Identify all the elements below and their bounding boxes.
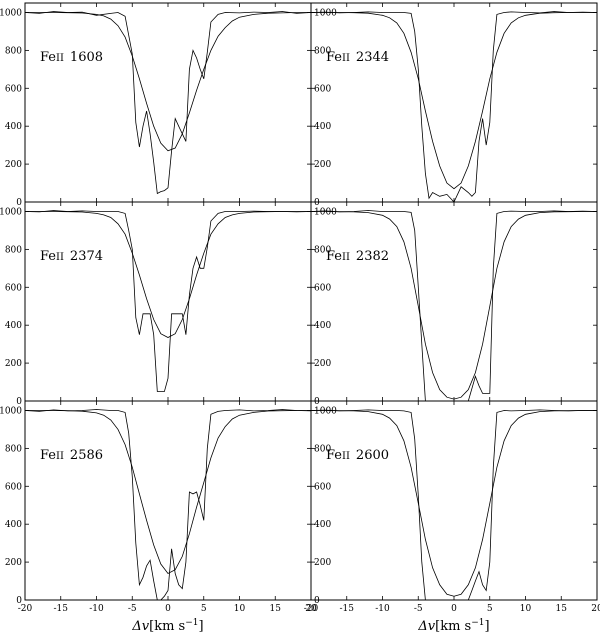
model-profile-line: [25, 211, 311, 338]
y-tick-label: 600: [5, 283, 22, 293]
y-tick-label: 600: [314, 482, 331, 492]
y-tick-label: 600: [314, 84, 331, 94]
y-tick-label: 200: [5, 558, 22, 568]
x-tick-label: -15: [340, 604, 355, 614]
y-tick-label: 600: [5, 84, 22, 94]
observed-profile-line: [311, 210, 597, 401]
model-profile-line: [311, 410, 597, 597]
y-tick-label: 1000: [314, 207, 337, 217]
y-tick-label: 400: [5, 520, 22, 530]
y-tick-label: 1000: [314, 406, 337, 416]
observed-profile-line: [25, 409, 311, 600]
x-tick-label: 5: [487, 604, 493, 614]
x-tick-label: -15: [54, 604, 69, 614]
x-tick-label: -20: [18, 604, 33, 614]
x-tick-label: 0: [451, 604, 457, 614]
y-tick-label: 200: [314, 160, 331, 170]
y-tick-label: 400: [5, 321, 22, 331]
panel-label: FeII 2600: [326, 448, 389, 463]
y-tick-label: 200: [314, 558, 331, 568]
x-tick-label: -20: [304, 604, 319, 614]
y-tick-label: 1000: [314, 8, 337, 18]
x-tick-label: -5: [128, 604, 137, 614]
y-tick-label: 0: [314, 596, 320, 606]
y-tick-label: 0: [314, 198, 320, 208]
y-tick-label: 0: [16, 596, 22, 606]
panel-frame: [24, 400, 312, 601]
panel-5: 0 200 400 600 800 1000 FeII 2586: [0, 400, 312, 606]
y-tick-label: 400: [5, 122, 22, 132]
y-tick-label: 400: [314, 122, 331, 132]
y-tick-label: 800: [5, 444, 22, 454]
panel-4: 0 200 400 600 800 1000 FeII 2382: [310, 201, 598, 407]
panel-frame: [310, 400, 598, 601]
x-tick-label: 5: [201, 604, 207, 614]
x-tick-label: -10: [375, 604, 390, 614]
x-tick-label: 15: [556, 604, 568, 614]
x-tick-label: 20: [305, 604, 317, 614]
y-tick-label: 800: [314, 46, 331, 56]
y-tick-label: 1000: [0, 8, 22, 18]
model-profile-line: [25, 12, 311, 152]
y-tick-label: 1000: [0, 406, 22, 416]
panel-frame: [310, 2, 598, 203]
y-tick-label: 400: [314, 321, 331, 331]
model-profile-line: [25, 410, 311, 575]
x-tick-label: -5: [414, 604, 423, 614]
panel-label: FeII 1608: [40, 50, 103, 65]
x-tick-label: 15: [270, 604, 282, 614]
panel-2: 0 200 400 600 800 1000 FeII 2344: [310, 2, 598, 208]
x-tick-label: 20: [591, 604, 600, 614]
y-tick-label: 800: [5, 46, 22, 56]
x-tick-label: 10: [520, 604, 532, 614]
model-profile-line: [311, 12, 597, 190]
observed-profile-line: [311, 11, 597, 202]
x-axis-label: Δv[km s−1]: [417, 618, 489, 634]
y-tick-label: 600: [5, 482, 22, 492]
panel-label: FeII 2586: [40, 448, 103, 463]
x-tick-label: -10: [89, 604, 104, 614]
y-tick-label: 200: [5, 359, 22, 369]
y-tick-label: 200: [314, 359, 331, 369]
y-tick-label: 0: [314, 397, 320, 407]
x-tick-label: 10: [234, 604, 246, 614]
y-tick-label: 0: [16, 397, 22, 407]
panel-frame: [24, 2, 312, 203]
y-tick-label: 800: [314, 444, 331, 454]
panel-1: 0 200 400 600 800 1000 FeII 1608: [0, 2, 312, 208]
y-tick-label: 0: [16, 198, 22, 208]
panel-3: 0 200 400 600 800 1000 FeII 2374: [0, 201, 312, 407]
observed-profile-line: [25, 210, 311, 392]
panel-frame: [310, 201, 598, 402]
panel-label: FeII 2374: [40, 249, 103, 264]
y-tick-label: 800: [314, 245, 331, 255]
x-axis-label: Δv[km s−1]: [131, 618, 203, 634]
y-tick-label: 800: [5, 245, 22, 255]
y-tick-label: 600: [314, 283, 331, 293]
model-profile-line: [311, 211, 597, 400]
observed-profile-line: [25, 11, 311, 195]
panel-label: FeII 2382: [326, 249, 389, 264]
x-tick-label: 0: [165, 604, 171, 614]
y-tick-label: 1000: [0, 207, 22, 217]
panel-6: 0 200 400 600 800 1000 FeII 2600: [310, 400, 598, 606]
observed-profile-line: [311, 409, 597, 600]
y-tick-label: 400: [314, 520, 331, 530]
y-tick-label: 200: [5, 160, 22, 170]
panel-label: FeII 2344: [326, 50, 389, 65]
